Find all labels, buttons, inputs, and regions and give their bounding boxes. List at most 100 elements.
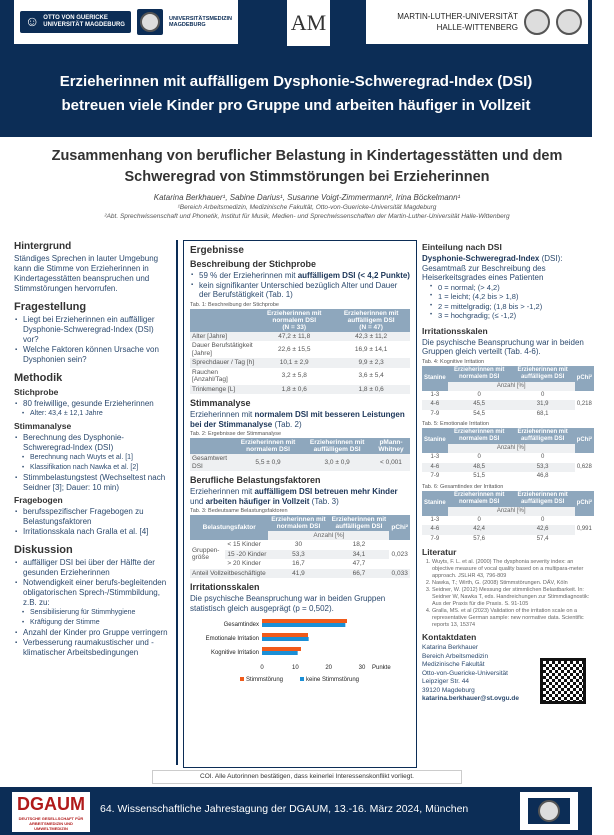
list-item: 80 freiwillige, gesunde Erzieherinnen [15,399,170,409]
table-1: Erzieherinnen mit normalem DSI (N = 33) Er… [190,308,410,394]
bar [262,637,309,641]
category-label: Emotionale Irritation [206,636,259,642]
ovgu-logo: ☺ OTTO VON GUERICKE UNIVERSITÄT MAGDEBURG… [14,0,238,44]
table-row: Rauchen [Anzahl/Tag] 3,2 ± 5,8 3,6 ± 5,4 [192,368,384,384]
list-item: Verbesserung raumakustischer und -klimat… [15,638,170,658]
table-caption: Tab. 2: Ergebnisse der Stimmanalyse [190,431,282,437]
conference-info: 64. Wissenschaftliche Jahrestagung der D… [100,803,469,815]
section-diskussion: Diskussion [14,544,73,556]
list-item: Berechnung nach Wuyts et al. [1] [22,453,170,463]
legend-label: keine Stimmstörung [306,677,359,683]
results-column: Ergebnisse Beschreibung der Stichprobe 5… [183,240,417,768]
table-5: Stanine Erzieherinnen mit normalem DSI Erz… [422,428,594,482]
list-item: Alter: 43,4 ± 12,1 Jahre [22,409,170,419]
email-link[interactable]: katarina.berkhauer@st.ovgu.de [422,695,520,702]
table-row: 1-3 0 0 0,991 [430,516,592,533]
table-row: 4-6 42,4 42,6 [422,525,594,535]
dgaum-logo: DGAUM DEUTSCHE GESELLSCHAFT FÜR ARBEITSME… [12,792,90,832]
list-item: 0 = normal; (> 4,2) [430,283,594,293]
list-item: 1 = leicht; (4,2 bis > 1,8) [430,292,594,302]
list-item: Liegt bei Erzieherinnen ein auffälliger … [15,315,170,345]
right-column: Einteilung nach DSI Dysphonie-Schweregra… [422,240,594,768]
contact-details: Katarina Berkhauer Bereich Arbeitsmedizin… [422,644,520,702]
dsi-definition: Dysphonie-Schweregrad-Index (DSI): Gesam… [422,254,563,282]
tick-label: 30 [359,665,366,671]
table-caption: Tab. 6: Gesamtindex der Irritation [422,483,504,490]
legend-label: Stimmstörung [246,677,283,683]
stimm-text: Erzieherinnen mit normalem DSI mit besse… [190,410,405,429]
tick-label: 10 [292,665,299,671]
coi-statement: COI. Alle Autorinnen bestätigen, dass ke… [152,770,462,784]
key-message: Erzieherinnen mit auffälligem Dysphonie-… [59,73,533,114]
tick-label: 20 [325,665,332,671]
sub-kontakt: Kontaktdaten [422,632,477,642]
table-2: Erzieherinnen mit normalem DSI Erzieherin… [190,438,410,471]
table-row: Sprechdauer / Tag [h] 10,1 ± 2,9 9,9 ± 2,3 [190,358,410,368]
bar [262,619,347,623]
table-caption: Tab. 1: Beschreibung der Stichprobe [190,301,279,308]
list-item: kein signifikanter Unterschied bezüglich… [191,281,410,300]
list-item: Klassifikation nach Nawka et al. [2] [22,463,170,473]
table-row: 7-9 54,5 68,1 [430,410,549,417]
sub-einteilung: Einteilung nach DSI [422,242,502,252]
am-logo: AM [287,0,330,46]
affiliation-2: ²Abt. Sprechwissenschaft und Phonetik, I… [104,213,510,220]
irritation-bar-chart: Gesamtindex Emotionale Irritation Kognitiv… [206,619,391,683]
legend-swatch [300,677,304,681]
list-item: 59 % der Erzieherinnen mit auffälligem D… [191,271,410,281]
bar [262,633,308,637]
bar [262,651,298,655]
list-item: Stimmbelastungstest (Wechseltest nach Se… [15,473,170,493]
table-caption: Tab. 3: Bedeutsame Belastungsfaktoren [190,508,288,514]
sub-belastung: Berufliche Belastungsfaktoren [190,475,321,485]
authors: Katarina Berkhauer¹, Sabine Darius¹, Sus… [153,193,461,202]
list-item: Berechnung des Dysphonie-Schweregrad-Ind… [15,433,170,453]
list-item: berufsspezifischer Fragebogen zu Belastu… [15,507,170,527]
sub-irritation: Irritationsskalen [422,325,488,336]
list-item: Welche Faktoren können Ursache von Dysph… [15,345,170,365]
category-label: Gesamtindex [224,622,259,628]
table-row: Alter [Jahre] 47,2 ± 11,8 42,3 ± 11,2 [190,331,410,341]
list-item: 3 = hochgradig; (≤ -1,2) [430,311,594,321]
table-row: Dauer Berufstätigkeit [Jahre] 22,6 ± 15,5… [192,342,388,357]
tick-label: 0 [260,665,264,671]
mlu-logo: MARTIN-LUTHER-UNIVERSITÄT HALLE-WITTENBER… [366,0,588,44]
table-3: Belastungsfaktor Erzieherinnen mit normal… [190,515,410,578]
section-methodik: Methodik [14,372,63,384]
references: Wuyts, F. L. et al. (2000) The dysphonia… [422,559,594,629]
section-fragestellung: Fragestellung [14,301,87,313]
table-row: 4-6 45,5 31,9 [422,400,594,410]
irr-text: Die psychische Beanspruchung war in beid… [422,337,584,357]
irr-text: Die psychische Beanspruchung war in beid… [190,594,386,613]
table-caption: Tab. 5: Emotionale Irritation [422,421,489,427]
header-banner: ☺ OTTO VON GUERICKE UNIVERSITÄT MAGDEBURG… [0,0,592,137]
poster-title: Zusammenhang von beruflicher Belastung i… [0,146,614,221]
list-item: Sensibilisierung für Stimmhygiene [22,608,170,618]
bar [262,623,346,627]
list-item: Anzahl der Kinder pro Gruppe verringern [15,628,170,638]
list-item: Kräftigung der Stimme [22,618,170,628]
table-6: Stanine Erzieherinnen mit normalem DSI Erz… [422,490,594,545]
table-4: Stanine Erzieherinnen mit normalem DSI Erz… [422,365,594,420]
left-column: Hintergrund Ständiges Sprechen in lauter… [14,240,178,765]
hintergrund-text: Ständiges Sprechen in lauter Umgebung ka… [14,254,159,293]
section-hintergrund: Hintergrund [14,241,72,252]
sub-stichprobe: Stichprobe [14,387,59,397]
list-item: Notwendigkeit einer berufs-begleitenden … [15,578,170,608]
sub-fragebogen: Fragebogen [14,495,63,505]
table-row: 7-9 51,5 46,8 [430,473,549,479]
list-item: auffälliger DSI bei über der Hälfte der … [15,558,170,578]
bar [262,647,301,651]
section-ergebnisse: Ergebnisse [190,245,244,256]
table-row: 7-9 57,6 57,4 [430,535,549,542]
affiliation-1: ¹Bereich Arbeitsmedizin, Medizinische Fa… [177,204,437,211]
x-axis-label: Punkte [372,665,391,671]
table-caption: Tab. 4: Kognitive Irritation [422,358,485,365]
list-item: Irritationsskala nach Gralla et al. [4] [15,527,170,537]
qr-code [540,657,586,704]
university-seal-logo [520,792,578,830]
table-row: 4-6 48,5 53,3 [422,462,594,472]
sub-stimmanalyse: Stimmanalyse [190,398,251,408]
sub-irritation: Irritationsskalen [190,582,260,592]
list-item: 2 = mittelgradig; (1,8 bis > -1,2) [430,302,594,312]
